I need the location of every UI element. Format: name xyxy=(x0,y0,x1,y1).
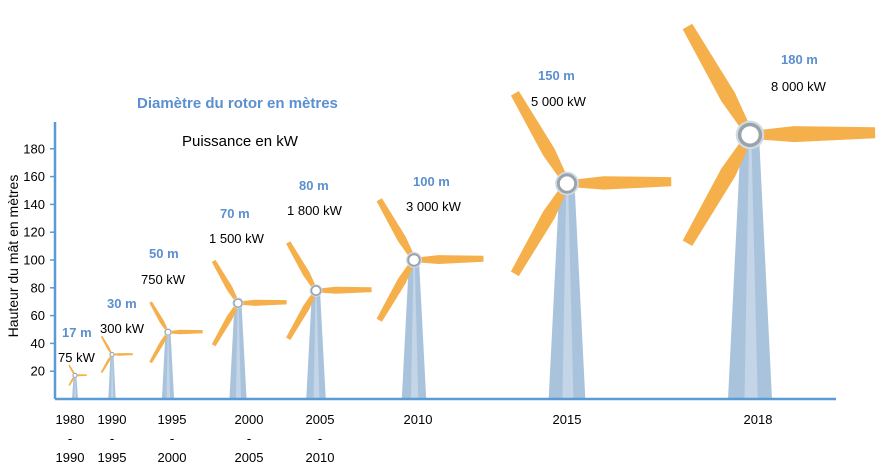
x-tick-label: - xyxy=(318,431,322,446)
blade xyxy=(510,91,568,180)
labels-layer: 17 m 75 kW 1980 - 1990 30 m 300 kW 1990 - 1995 50 … xyxy=(56,52,827,465)
y-tick-label: 100 xyxy=(23,253,45,268)
rotor-diameter-label: 17 m xyxy=(62,325,92,340)
x-tick-label: 2018 xyxy=(744,412,773,427)
hub xyxy=(72,372,78,378)
x-tick-label: 2010 xyxy=(404,412,433,427)
y-tick-label: 140 xyxy=(23,197,45,212)
turbine xyxy=(211,259,287,399)
x-tick-label: 2010 xyxy=(306,450,335,465)
tower-highlight xyxy=(744,134,758,399)
hub xyxy=(310,285,322,296)
x-tick-label: 2000 xyxy=(158,450,187,465)
blade xyxy=(170,329,203,335)
blade xyxy=(149,333,168,364)
tower-highlight xyxy=(111,354,114,399)
power-label: 750 kW xyxy=(141,272,186,287)
x-tick-label: 2005 xyxy=(306,412,335,427)
turbine xyxy=(286,241,372,399)
hub xyxy=(407,253,421,267)
y-axis-label: Hauteur du mât en mètres xyxy=(5,175,21,338)
turbines-layer xyxy=(68,23,876,399)
blade xyxy=(100,336,112,354)
rotor-diameter-label: 150 m xyxy=(538,68,575,83)
y-tick-label: 60 xyxy=(31,308,45,323)
rotor-diameter-label: 180 m xyxy=(781,52,818,67)
x-tick-label: 1990 xyxy=(56,450,85,465)
rotor-diameter-label: 50 m xyxy=(149,246,179,261)
power-label: 8 000 kW xyxy=(771,79,827,94)
tower-highlight xyxy=(562,183,574,399)
blade xyxy=(211,304,239,347)
blade xyxy=(100,355,112,373)
x-tick-label: 2000 xyxy=(235,412,264,427)
blade xyxy=(510,187,568,277)
axes-layer: 20 40 60 80 100 120 140 160 180 xyxy=(23,122,836,401)
y-tick-label: 160 xyxy=(23,169,45,184)
x-tick-label: 1995 xyxy=(98,450,127,465)
hub xyxy=(556,173,578,194)
blade xyxy=(573,176,672,190)
turbine xyxy=(68,364,87,399)
rotor-diameter-label: 30 m xyxy=(107,296,137,311)
blade xyxy=(286,292,317,340)
tower-highlight xyxy=(74,375,77,399)
legend-rotor-label: Diamètre du rotor en mètres xyxy=(137,95,338,112)
legend-power-label: Puissance en kW xyxy=(182,133,299,150)
blade xyxy=(68,375,76,386)
blade xyxy=(75,374,87,377)
power-label: 300 kW xyxy=(100,321,145,336)
tower-highlight xyxy=(166,332,171,399)
blade xyxy=(113,353,133,356)
x-tick-label: 1995 xyxy=(158,412,187,427)
rotor-diameter-label: 100 m xyxy=(413,174,450,189)
blade xyxy=(757,126,876,143)
tower-highlight xyxy=(313,290,320,399)
x-tick-label: 2015 xyxy=(553,412,582,427)
turbine xyxy=(510,91,672,399)
x-tick-label: - xyxy=(110,431,114,446)
blade xyxy=(376,262,415,322)
y-tick-label: 180 xyxy=(23,141,45,156)
turbine xyxy=(100,336,133,399)
hub xyxy=(109,352,115,358)
blade xyxy=(240,299,287,306)
x-tick-label: 1980 xyxy=(56,412,85,427)
hub xyxy=(737,122,763,148)
blade xyxy=(682,139,751,246)
y-tick-label: 80 xyxy=(31,280,45,295)
blade xyxy=(286,241,317,289)
power-label: 3 000 kW xyxy=(406,199,462,214)
blade xyxy=(149,301,168,332)
rotor-diameter-label: 80 m xyxy=(299,178,329,193)
turbine xyxy=(376,198,484,399)
blade xyxy=(319,286,372,294)
x-tick-label: - xyxy=(68,431,72,446)
x-tick-label: - xyxy=(170,431,174,446)
y-tick-label: 20 xyxy=(31,364,45,379)
y-tick-label: 120 xyxy=(23,225,45,240)
turbine xyxy=(682,23,876,399)
blade xyxy=(682,23,751,131)
x-tick-label: - xyxy=(247,431,251,446)
blade xyxy=(68,364,76,375)
power-label: 1 500 kW xyxy=(209,231,265,246)
rotor-diameter-label: 70 m xyxy=(220,206,250,221)
blade xyxy=(376,198,415,258)
tower-highlight xyxy=(410,260,419,399)
power-label: 75 kW xyxy=(58,350,96,365)
tower-highlight xyxy=(235,303,241,399)
power-label: 1 800 kW xyxy=(287,203,343,218)
y-tick-label: 40 xyxy=(31,336,45,351)
hub xyxy=(164,328,172,336)
hub xyxy=(233,298,243,308)
turbine xyxy=(149,301,203,399)
blade xyxy=(211,259,239,302)
x-tick-label: 1990 xyxy=(98,412,127,427)
x-tick-label: 2005 xyxy=(235,450,264,465)
blade xyxy=(418,255,484,264)
power-label: 5 000 kW xyxy=(531,94,587,109)
